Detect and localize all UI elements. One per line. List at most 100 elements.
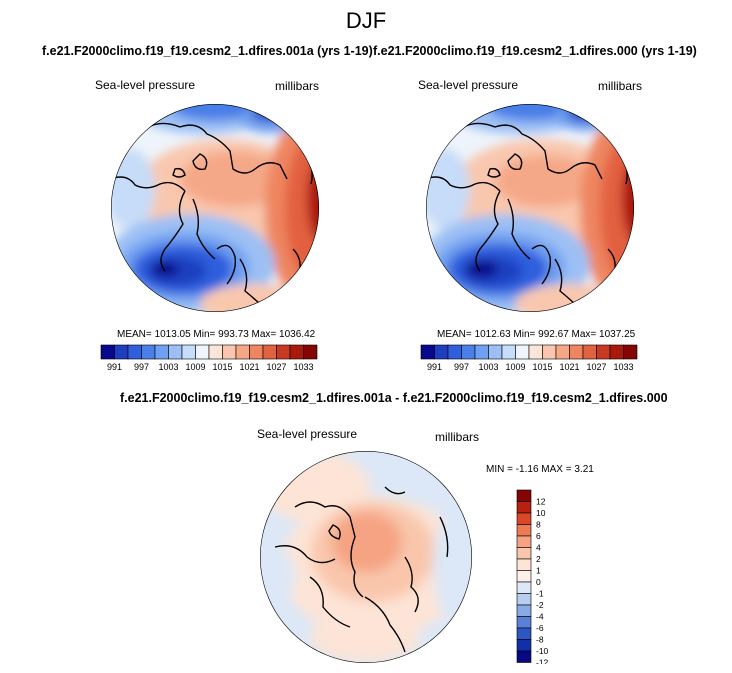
panel-2-colorbar: 991 997 1003 1009 1015 1021 1027 1033 xyxy=(420,344,638,372)
panel-1-colorbar-tick-label: 1003 xyxy=(158,362,178,372)
panel-3-field xyxy=(260,452,472,662)
panel-2-colorbar-box xyxy=(542,344,557,360)
panel-2-colorbar-tick-label: 1021 xyxy=(559,362,579,372)
panel-1-colorbar-box xyxy=(276,344,291,360)
panel-3-colorbar-box xyxy=(516,650,532,663)
panel-3-colorbar-tick-label: 6 xyxy=(536,531,541,541)
panel-3-colorbar-box xyxy=(516,547,532,560)
panel-1-colorbar-tick-label: 1009 xyxy=(185,362,205,372)
panel-3-units-label: millibars xyxy=(435,430,480,444)
panel-3-variable-label: Sea-level pressure xyxy=(257,427,358,441)
panel-3-colorbar-box xyxy=(516,570,532,583)
panel-3-colorbar-tick-label: 8 xyxy=(536,520,541,530)
panel-2-colorbar-box xyxy=(528,344,543,360)
panel-2-colorbar-box xyxy=(447,344,462,360)
panel-1-colorbar: 991 997 1003 1009 1015 1021 1027 1033 xyxy=(100,344,318,372)
panel-2-colorbar-box xyxy=(501,344,516,360)
panel-2-colorbar-box xyxy=(623,344,638,360)
panel-1-colorbar-box xyxy=(235,344,250,360)
panel-1-colorbar-box xyxy=(208,344,223,360)
panel-1-colorbar-tick-label: 1015 xyxy=(212,362,232,372)
panel-1-colorbar-box xyxy=(100,344,115,360)
panel-1-colorbar-box xyxy=(289,344,304,360)
panel-3-colorbar-tick-label: -1 xyxy=(536,589,544,599)
panel-3-colorbar-box xyxy=(516,616,532,629)
panel-1-colorbar-box xyxy=(141,344,156,360)
panel-3-map xyxy=(260,451,472,663)
panel-2-colorbar-box xyxy=(569,344,584,360)
panel-1-variable-label: Sea-level pressure xyxy=(95,78,196,92)
panel-3-colorbar-box xyxy=(516,581,532,594)
panel-3-colorbar-tick-label: -12 xyxy=(536,658,549,665)
panel-3-colorbar-tick-label: -10 xyxy=(536,646,549,656)
panel-1-colorbar-box xyxy=(181,344,196,360)
panel-2-colorbar-box xyxy=(488,344,503,360)
panel-3-colorbar-tick-label: -2 xyxy=(536,600,544,610)
panel-3-colorbar-tick-label: 4 xyxy=(536,543,541,553)
panel-1-colorbar-box xyxy=(195,344,210,360)
panel-2-colorbar-tick-label: 997 xyxy=(454,362,469,372)
panel-3-colorbar-tick-label: 0 xyxy=(536,577,541,587)
panel-1-colorbar-box xyxy=(114,344,129,360)
panel-2-colorbar-tick-label: 1009 xyxy=(505,362,525,372)
panel-2-colorbar-box xyxy=(555,344,570,360)
panel-2-colorbar-box xyxy=(461,344,476,360)
panel-1-colorbar-tick-label: 1027 xyxy=(266,362,286,372)
panel-1-units-label: millibars xyxy=(275,79,320,93)
panel-2-colorbar-box xyxy=(434,344,449,360)
panel-1-title: f.e21.F2000climo.f19_f19.cesm2_1.dfires.… xyxy=(42,44,373,58)
panel-3-colorbar-tick-label: -4 xyxy=(536,612,544,622)
panel-2-colorbar-box xyxy=(420,344,435,360)
panel-2-colorbar-box xyxy=(582,344,597,360)
panel-2-colorbar-box xyxy=(515,344,530,360)
panel-2-colorbar-tick-label: 991 xyxy=(427,362,442,372)
panel-1-colorbar-box xyxy=(127,344,142,360)
panel-1-colorbar-box xyxy=(249,344,264,360)
panel-3-colorbar-box xyxy=(516,593,532,606)
panel-3-colorbar-tick-label: -8 xyxy=(536,635,544,645)
panel-2-colorbar-tick-label: 1015 xyxy=(532,362,552,372)
panel-3-colorbar-box xyxy=(516,627,532,640)
panel-3-colorbar-box xyxy=(516,489,532,502)
panel-3-colorbar-box xyxy=(516,501,532,514)
panel-3-colorbar-tick-label: -6 xyxy=(536,623,544,633)
panel-2-colorbar-box xyxy=(609,344,624,360)
panel-3-colorbar-box xyxy=(516,524,532,537)
panel-3-colorbar-tick-label: 2 xyxy=(536,554,541,564)
panel-2-colorbar-box xyxy=(474,344,489,360)
panel-3-colorbar-box xyxy=(516,535,532,548)
panel-1-stats: MEAN= 1013.05 Min= 993.73 Max= 1036.42 xyxy=(117,329,316,340)
figure-title: DJF xyxy=(345,8,387,33)
panel-1-colorbar-tick-label: 991 xyxy=(107,362,122,372)
panel-2-colorbar-tick-label: 1027 xyxy=(586,362,606,372)
panel-3-colorbar-tick-label: 12 xyxy=(536,497,546,507)
panel-3-coastlines xyxy=(274,486,449,653)
panel-3-colorbar-box xyxy=(516,512,532,525)
panel-2-units-label: millibars xyxy=(598,79,643,93)
panel-3-colorbar-box xyxy=(516,604,532,617)
panel-1-colorbar-box xyxy=(168,344,183,360)
panel-2-title: f.e21.F2000climo.f19_f19.cesm2_1.dfires.… xyxy=(373,44,697,58)
panel-3-colorbar-box xyxy=(516,639,532,652)
panel-2-field xyxy=(426,104,634,312)
panel-1-colorbar-box xyxy=(154,344,169,360)
panel-1-field xyxy=(111,104,319,312)
panel-1-colorbar-box xyxy=(303,344,318,360)
panel-1-map xyxy=(111,104,319,312)
panel-2-colorbar-box xyxy=(596,344,611,360)
panel-3-colorbar-box xyxy=(516,558,532,571)
panel-1-colorbar-box xyxy=(222,344,237,360)
panel-1-colorbar-tick-label: 997 xyxy=(134,362,149,372)
panel-2-map xyxy=(426,104,634,312)
panel-1-colorbar-tick-label: 1033 xyxy=(293,362,313,372)
panel-3-colorbar-tick-label: 10 xyxy=(536,508,546,518)
panel-2-colorbar-tick-label: 1003 xyxy=(478,362,498,372)
panel-2-variable-label: Sea-level pressure xyxy=(418,78,519,92)
panel-3-colorbar-tick-label: 1 xyxy=(536,566,541,576)
panel-2-stats: MEAN= 1012.63 Min= 992.67 Max= 1037.25 xyxy=(437,329,636,340)
panel-3-title: f.e21.F2000climo.f19_f19.cesm2_1.dfires.… xyxy=(120,391,668,405)
panel-2-colorbar-tick-label: 1033 xyxy=(613,362,633,372)
panel-1-colorbar-tick-label: 1021 xyxy=(239,362,259,372)
panel-1-colorbar-box xyxy=(262,344,277,360)
